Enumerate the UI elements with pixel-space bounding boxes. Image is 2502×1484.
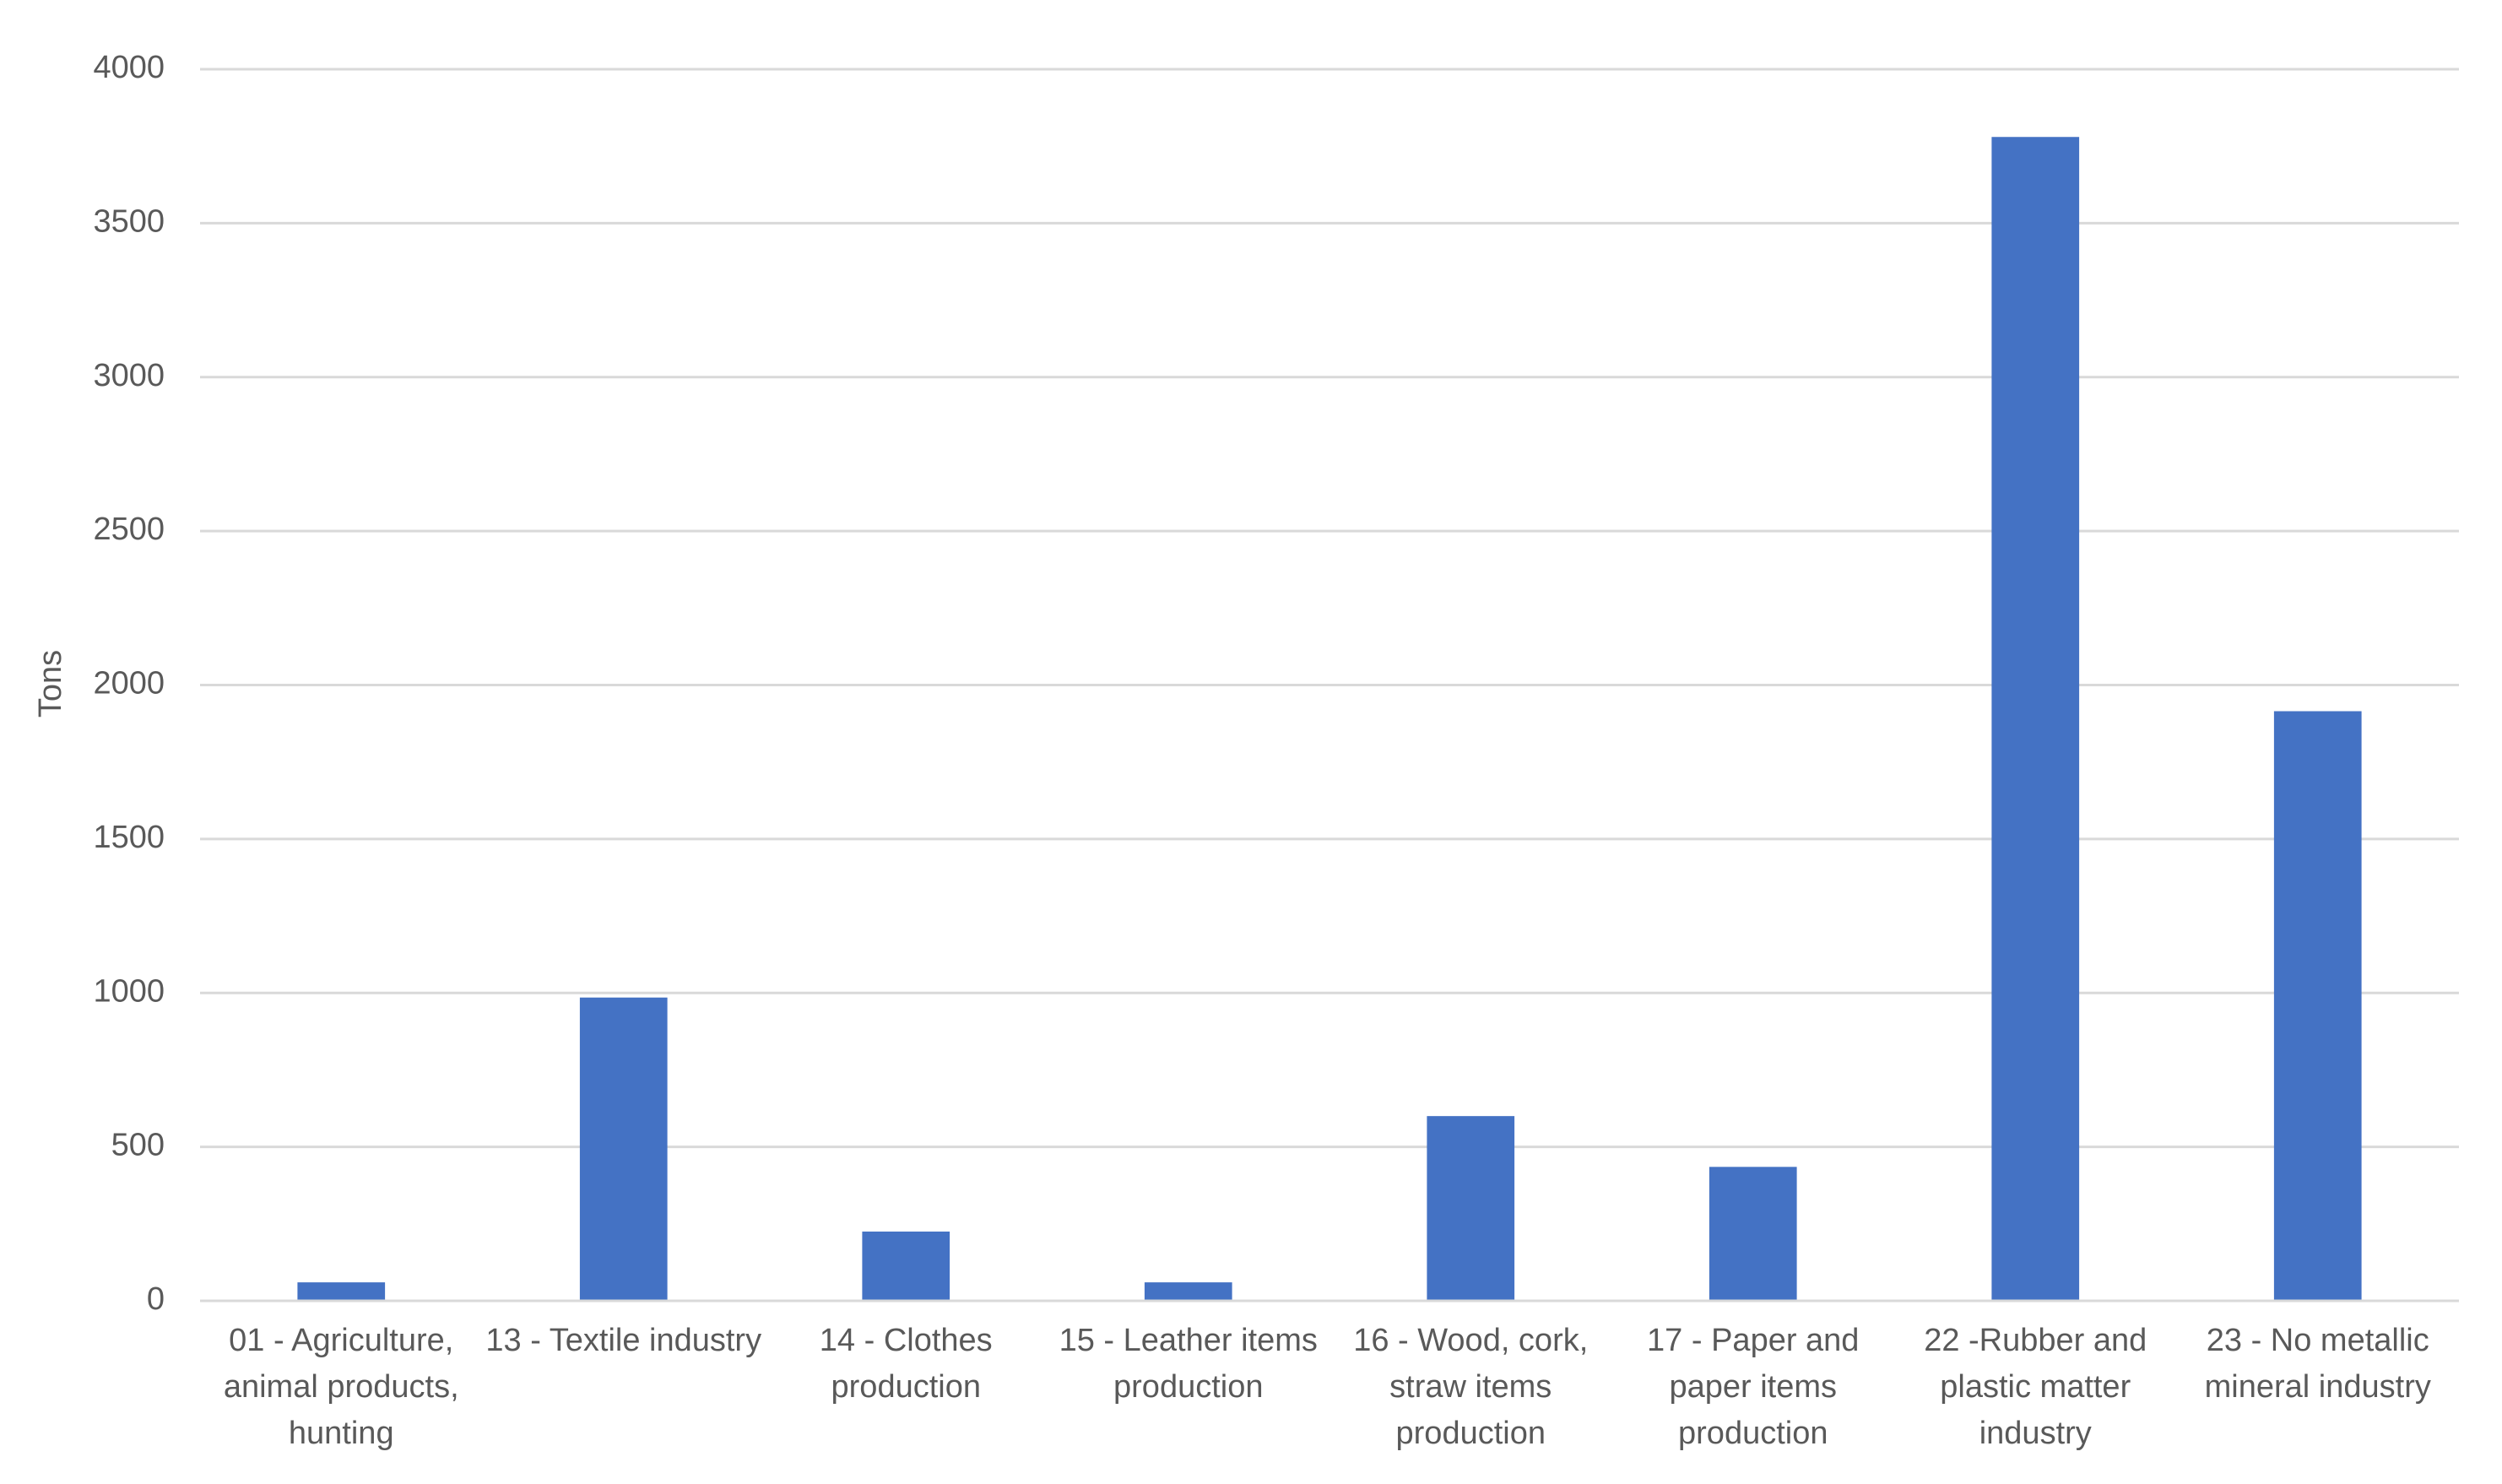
bar bbox=[2273, 711, 2362, 1301]
y-tick-label: 3000 bbox=[93, 358, 165, 393]
bar bbox=[579, 997, 668, 1301]
y-axis-title: Tons bbox=[33, 650, 68, 718]
y-tick-label: 4000 bbox=[93, 50, 165, 85]
x-tick-label: 14 - Clothes production bbox=[819, 1323, 993, 1405]
bar bbox=[1709, 1167, 1797, 1301]
bar bbox=[1144, 1282, 1232, 1301]
x-tick-label: 15 - Leather items production bbox=[1059, 1323, 1318, 1405]
bar bbox=[1427, 1116, 1515, 1301]
x-tick-label: 22 -Rubber and plastic matter industry bbox=[1924, 1323, 2147, 1451]
bar bbox=[297, 1282, 386, 1301]
x-tick-label: 16 - Wood, cork, straw items production bbox=[1353, 1323, 1589, 1451]
y-tick-label: 0 bbox=[147, 1281, 165, 1317]
x-tick-label: 13 - Textile industry bbox=[485, 1323, 762, 1358]
y-tick-label: 2500 bbox=[93, 512, 165, 547]
x-tick-label: 01 - Agriculture, animal products, hunti… bbox=[223, 1323, 459, 1451]
bar bbox=[862, 1231, 950, 1301]
x-tick-label: 23 - No metallic mineral industry bbox=[2204, 1323, 2431, 1405]
y-tick-label: 1500 bbox=[93, 820, 165, 855]
x-tick-label: 17 - Paper and paper items production bbox=[1647, 1323, 1860, 1451]
y-tick-label: 2000 bbox=[93, 666, 165, 701]
y-tick-label: 500 bbox=[111, 1128, 165, 1163]
bar bbox=[1991, 137, 2080, 1301]
y-tick-label: 3500 bbox=[93, 203, 165, 239]
y-tick-label: 1000 bbox=[93, 973, 165, 1009]
